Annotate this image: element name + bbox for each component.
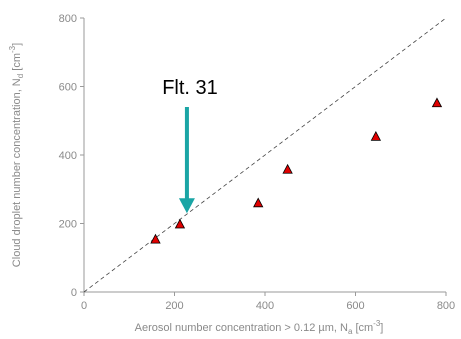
data-point-triangle [150,233,161,244]
y-ticks: 0 200 400 600 800 [59,13,84,299]
x-tick-label: 400 [256,300,274,312]
x-ticks: 0 200 400 600 800 [81,292,455,312]
y-tick-label: 600 [59,82,77,94]
y-tick-label: 800 [59,13,77,25]
flight-annotation-label: Flt. 31 [162,77,218,99]
x-tick-label: 200 [165,300,183,312]
x-tick-label: 0 [81,300,87,312]
y-axis-title: Cloud droplet number concentration, Nd [… [8,43,25,267]
x-tick-label: 600 [346,300,364,312]
y-tick-label: 0 [71,287,77,299]
annotation-arrow-head [178,198,195,214]
data-points [150,97,443,244]
data-point-triangle [282,163,293,174]
data-point-triangle [253,197,264,208]
data-point-triangle [431,97,443,108]
data-point-triangle [370,130,382,141]
y-tick-label: 400 [59,150,77,162]
data-point-triangle [174,218,186,229]
x-tick-label: 800 [437,300,455,312]
y-tick-label: 200 [59,219,77,231]
x-axis-title: Aerosol number concentration > 0.12 µm, … [135,319,384,336]
one-to-one-line [83,17,447,293]
